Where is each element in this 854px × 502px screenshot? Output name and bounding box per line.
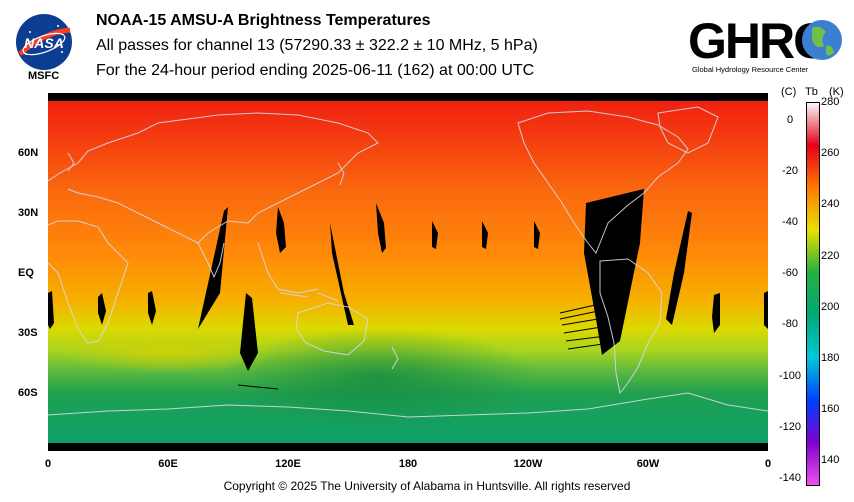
colorbar-unit-c: (C) bbox=[781, 86, 797, 98]
lon-label-0-right: 0 bbox=[764, 458, 772, 470]
colorbar-celsius-tick: 0 bbox=[786, 113, 794, 126]
lon-label-0-left: 0 bbox=[44, 458, 52, 470]
colorbar-kelvin-tick: 280 bbox=[821, 96, 840, 108]
lon-label-120e: 120E bbox=[275, 458, 301, 470]
no-data-band-north bbox=[48, 93, 768, 101]
lon-label-60e: 60E bbox=[158, 458, 178, 470]
nasa-meatball-icon: NASA bbox=[16, 14, 72, 70]
colorbar bbox=[806, 102, 820, 486]
colorbar-celsius-tick: -80 bbox=[782, 318, 798, 331]
colorbar-celsius-tick: -20 bbox=[782, 164, 798, 177]
ghrc-logo: GHRC Global Hydrology Resource Center bbox=[686, 10, 848, 76]
globe-icon bbox=[802, 20, 842, 60]
lon-label-120w: 120W bbox=[513, 458, 543, 470]
swath-gaps bbox=[48, 189, 768, 371]
colorbar-kelvin-tick: 180 bbox=[821, 352, 840, 364]
colorbar-celsius-tick: -120 bbox=[778, 420, 802, 433]
no-data-band-south bbox=[48, 443, 768, 451]
brightness-temperature-map bbox=[48, 93, 768, 451]
lon-label-180: 180 bbox=[398, 458, 418, 470]
chart-title: NOAA-15 AMSU-A Brightness Temperatures bbox=[96, 12, 431, 29]
colorbar-kelvin-tick: 160 bbox=[821, 403, 840, 416]
msfc-label: MSFC bbox=[28, 70, 60, 82]
lat-label-eq: EQ bbox=[18, 267, 34, 279]
colorbar-celsius-tick: -60 bbox=[782, 267, 798, 280]
svg-text:Global Hydrology Resource Cent: Global Hydrology Resource Center bbox=[692, 65, 809, 74]
period-label: For the 24-hour period ending 2025-06-11… bbox=[96, 62, 535, 79]
lat-label-60n: 60N bbox=[18, 147, 39, 159]
swath-edge-lines bbox=[237, 302, 615, 390]
lat-label-60s: 60S bbox=[18, 387, 38, 399]
colorbar-celsius-tick: -140 bbox=[778, 471, 802, 484]
colorbar-kelvin-tick: 220 bbox=[821, 249, 840, 262]
colorbar-kelvin-tick: 260 bbox=[821, 147, 840, 160]
lat-label-30n: 30N bbox=[18, 207, 39, 219]
coastlines bbox=[48, 106, 768, 418]
nasa-logo: NASA MSFC bbox=[14, 12, 74, 84]
colorbar-kelvin-tick: 140 bbox=[821, 454, 840, 467]
lon-label-60w: 60W bbox=[636, 458, 660, 470]
chart-subtitle: All passes for channel 13 (57290.33 ± 32… bbox=[96, 37, 538, 54]
colorbar-unit-tb: Tb bbox=[805, 86, 818, 98]
colorbar-kelvin-tick: 200 bbox=[821, 300, 840, 313]
lat-label-30s: 30S bbox=[18, 327, 38, 339]
colorbar-kelvin-tick: 240 bbox=[821, 198, 840, 211]
colorbar-unit-k: (K) bbox=[829, 86, 844, 98]
copyright-text: Copyright © 2025 The University of Alaba… bbox=[223, 479, 631, 493]
colorbar-celsius-tick: -40 bbox=[782, 215, 798, 228]
svg-text:NASA: NASA bbox=[24, 35, 64, 51]
colorbar-celsius-tick: -100 bbox=[778, 369, 802, 382]
